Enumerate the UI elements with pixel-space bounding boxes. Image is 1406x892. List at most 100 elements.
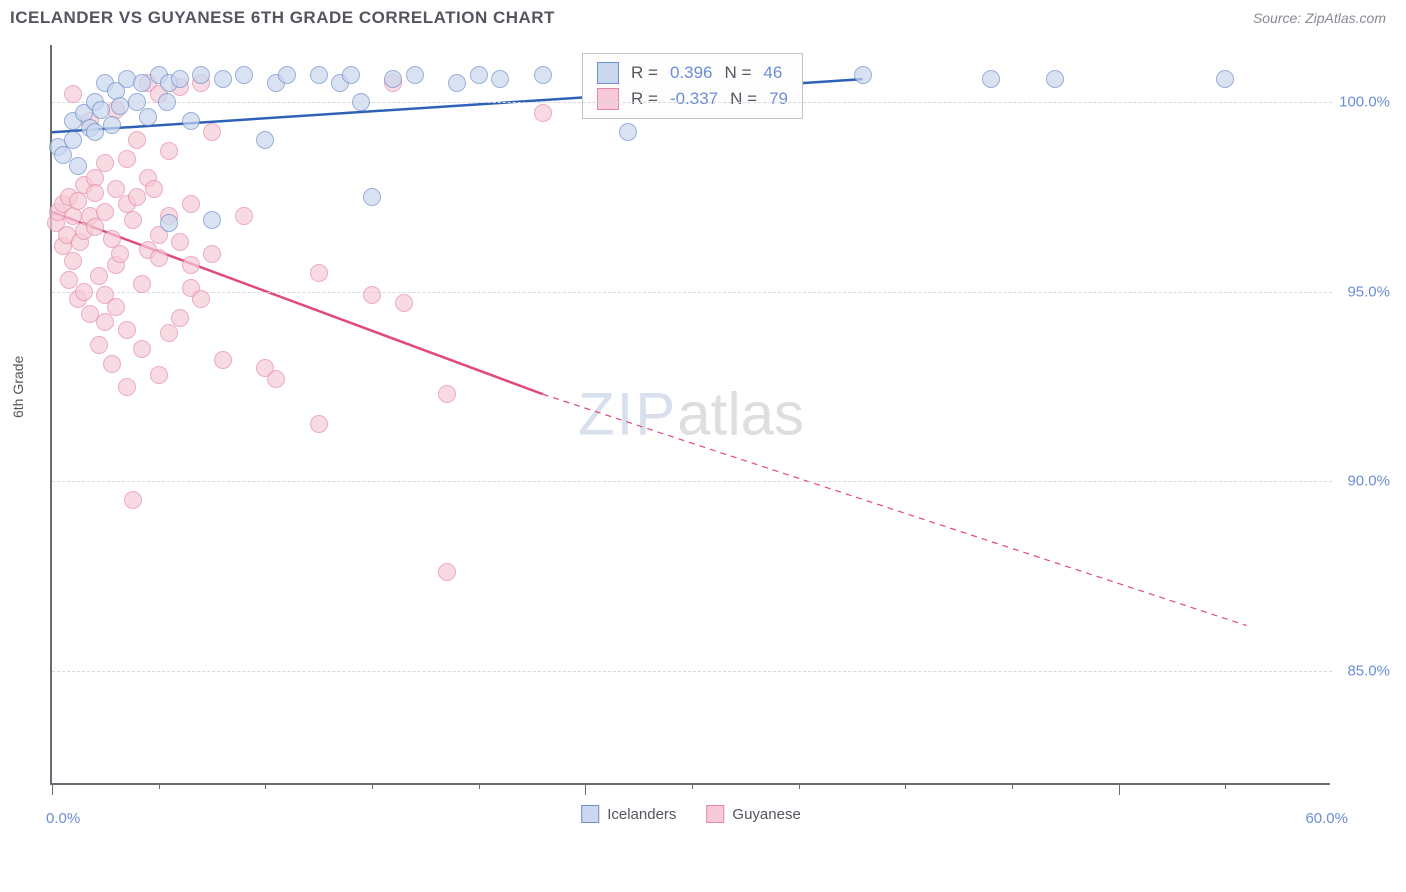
marker-icelanders bbox=[86, 123, 104, 141]
marker-icelanders bbox=[235, 66, 253, 84]
marker-icelanders bbox=[491, 70, 509, 88]
legend-swatch-guyanese bbox=[706, 805, 724, 823]
stats-swatch-guyanese bbox=[597, 88, 619, 110]
marker-guyanese bbox=[395, 294, 413, 312]
marker-guyanese bbox=[145, 180, 163, 198]
chart-title: ICELANDER VS GUYANESE 6TH GRADE CORRELAT… bbox=[10, 8, 555, 28]
marker-guyanese bbox=[310, 415, 328, 433]
marker-icelanders bbox=[182, 112, 200, 130]
marker-guyanese bbox=[124, 211, 142, 229]
marker-icelanders bbox=[69, 157, 87, 175]
gridline bbox=[52, 481, 1332, 482]
legend-swatch-icelanders bbox=[581, 805, 599, 823]
marker-icelanders bbox=[278, 66, 296, 84]
marker-guyanese bbox=[203, 245, 221, 263]
watermark: ZIPatlas bbox=[578, 380, 804, 449]
y-tick-label: 85.0% bbox=[1347, 663, 1390, 680]
plot-area: ZIPatlas R = 0.396 N = 46 R = -0.337 N =… bbox=[50, 45, 1330, 785]
marker-guyanese bbox=[90, 336, 108, 354]
marker-guyanese bbox=[103, 355, 121, 373]
marker-guyanese bbox=[90, 267, 108, 285]
x-axis-legend: Icelanders Guyanese bbox=[581, 805, 801, 823]
stats-swatch-icelanders bbox=[597, 62, 619, 84]
watermark-atlas: atlas bbox=[677, 381, 804, 448]
marker-guyanese bbox=[133, 340, 151, 358]
marker-guyanese bbox=[124, 491, 142, 509]
x-tick-major bbox=[585, 783, 586, 795]
marker-guyanese bbox=[107, 298, 125, 316]
marker-guyanese bbox=[438, 563, 456, 581]
marker-icelanders bbox=[111, 97, 129, 115]
marker-guyanese bbox=[96, 313, 114, 331]
marker-icelanders bbox=[256, 131, 274, 149]
marker-guyanese bbox=[111, 245, 129, 263]
marker-guyanese bbox=[118, 321, 136, 339]
legend-label-icelanders: Icelanders bbox=[607, 806, 676, 823]
marker-icelanders bbox=[64, 131, 82, 149]
stats-row-guyanese: R = -0.337 N = 79 bbox=[597, 86, 788, 112]
x-tick-minor bbox=[799, 783, 800, 789]
marker-icelanders bbox=[1216, 70, 1234, 88]
x-axis-min-label: 0.0% bbox=[46, 810, 80, 827]
x-tick-major bbox=[1119, 783, 1120, 795]
stats-n-icelanders: 46 bbox=[763, 63, 782, 83]
x-tick-minor bbox=[479, 783, 480, 789]
marker-icelanders bbox=[384, 70, 402, 88]
gridline bbox=[52, 671, 1332, 672]
marker-icelanders bbox=[203, 211, 221, 229]
stats-n-label: N = bbox=[724, 63, 751, 83]
marker-icelanders bbox=[342, 66, 360, 84]
marker-icelanders bbox=[214, 70, 232, 88]
marker-icelanders bbox=[160, 214, 178, 232]
x-tick-minor bbox=[159, 783, 160, 789]
x-tick-minor bbox=[1225, 783, 1226, 789]
x-tick-major bbox=[52, 783, 53, 795]
marker-guyanese bbox=[128, 188, 146, 206]
watermark-zip: ZIP bbox=[578, 381, 677, 448]
marker-guyanese bbox=[267, 370, 285, 388]
gridline bbox=[52, 292, 1332, 293]
marker-icelanders bbox=[352, 93, 370, 111]
marker-guyanese bbox=[160, 324, 178, 342]
y-tick-label: 95.0% bbox=[1347, 283, 1390, 300]
marker-icelanders bbox=[310, 66, 328, 84]
x-tick-minor bbox=[692, 783, 693, 789]
legend-label-guyanese: Guyanese bbox=[732, 806, 800, 823]
marker-guyanese bbox=[171, 233, 189, 251]
marker-guyanese bbox=[64, 85, 82, 103]
marker-guyanese bbox=[182, 195, 200, 213]
marker-icelanders bbox=[158, 93, 176, 111]
chart-container: 6th Grade ZIPatlas R = 0.396 N = 46 R = … bbox=[50, 45, 1390, 815]
marker-guyanese bbox=[64, 252, 82, 270]
stats-row-icelanders: R = 0.396 N = 46 bbox=[597, 60, 788, 86]
marker-guyanese bbox=[150, 366, 168, 384]
x-tick-minor bbox=[1012, 783, 1013, 789]
legend-item-guyanese: Guyanese bbox=[706, 805, 800, 823]
marker-icelanders bbox=[470, 66, 488, 84]
stats-legend-box: R = 0.396 N = 46 R = -0.337 N = 79 bbox=[582, 53, 803, 119]
marker-guyanese bbox=[86, 184, 104, 202]
marker-icelanders bbox=[139, 108, 157, 126]
marker-icelanders bbox=[619, 123, 637, 141]
marker-guyanese bbox=[128, 131, 146, 149]
stats-r-label: R = bbox=[631, 63, 658, 83]
marker-guyanese bbox=[133, 275, 151, 293]
x-tick-minor bbox=[905, 783, 906, 789]
marker-icelanders bbox=[448, 74, 466, 92]
marker-guyanese bbox=[438, 385, 456, 403]
marker-guyanese bbox=[363, 286, 381, 304]
marker-guyanese bbox=[534, 104, 552, 122]
marker-icelanders bbox=[192, 66, 210, 84]
x-tick-minor bbox=[372, 783, 373, 789]
trend-lines-svg bbox=[52, 45, 1332, 785]
marker-guyanese bbox=[160, 142, 178, 160]
marker-icelanders bbox=[171, 70, 189, 88]
marker-guyanese bbox=[182, 256, 200, 274]
marker-guyanese bbox=[192, 290, 210, 308]
marker-guyanese bbox=[171, 309, 189, 327]
chart-header: ICELANDER VS GUYANESE 6TH GRADE CORRELAT… bbox=[0, 0, 1406, 36]
stats-r-icelanders: 0.396 bbox=[670, 63, 713, 83]
marker-icelanders bbox=[982, 70, 1000, 88]
x-axis-max-label: 60.0% bbox=[1305, 810, 1348, 827]
y-tick-label: 100.0% bbox=[1339, 93, 1390, 110]
